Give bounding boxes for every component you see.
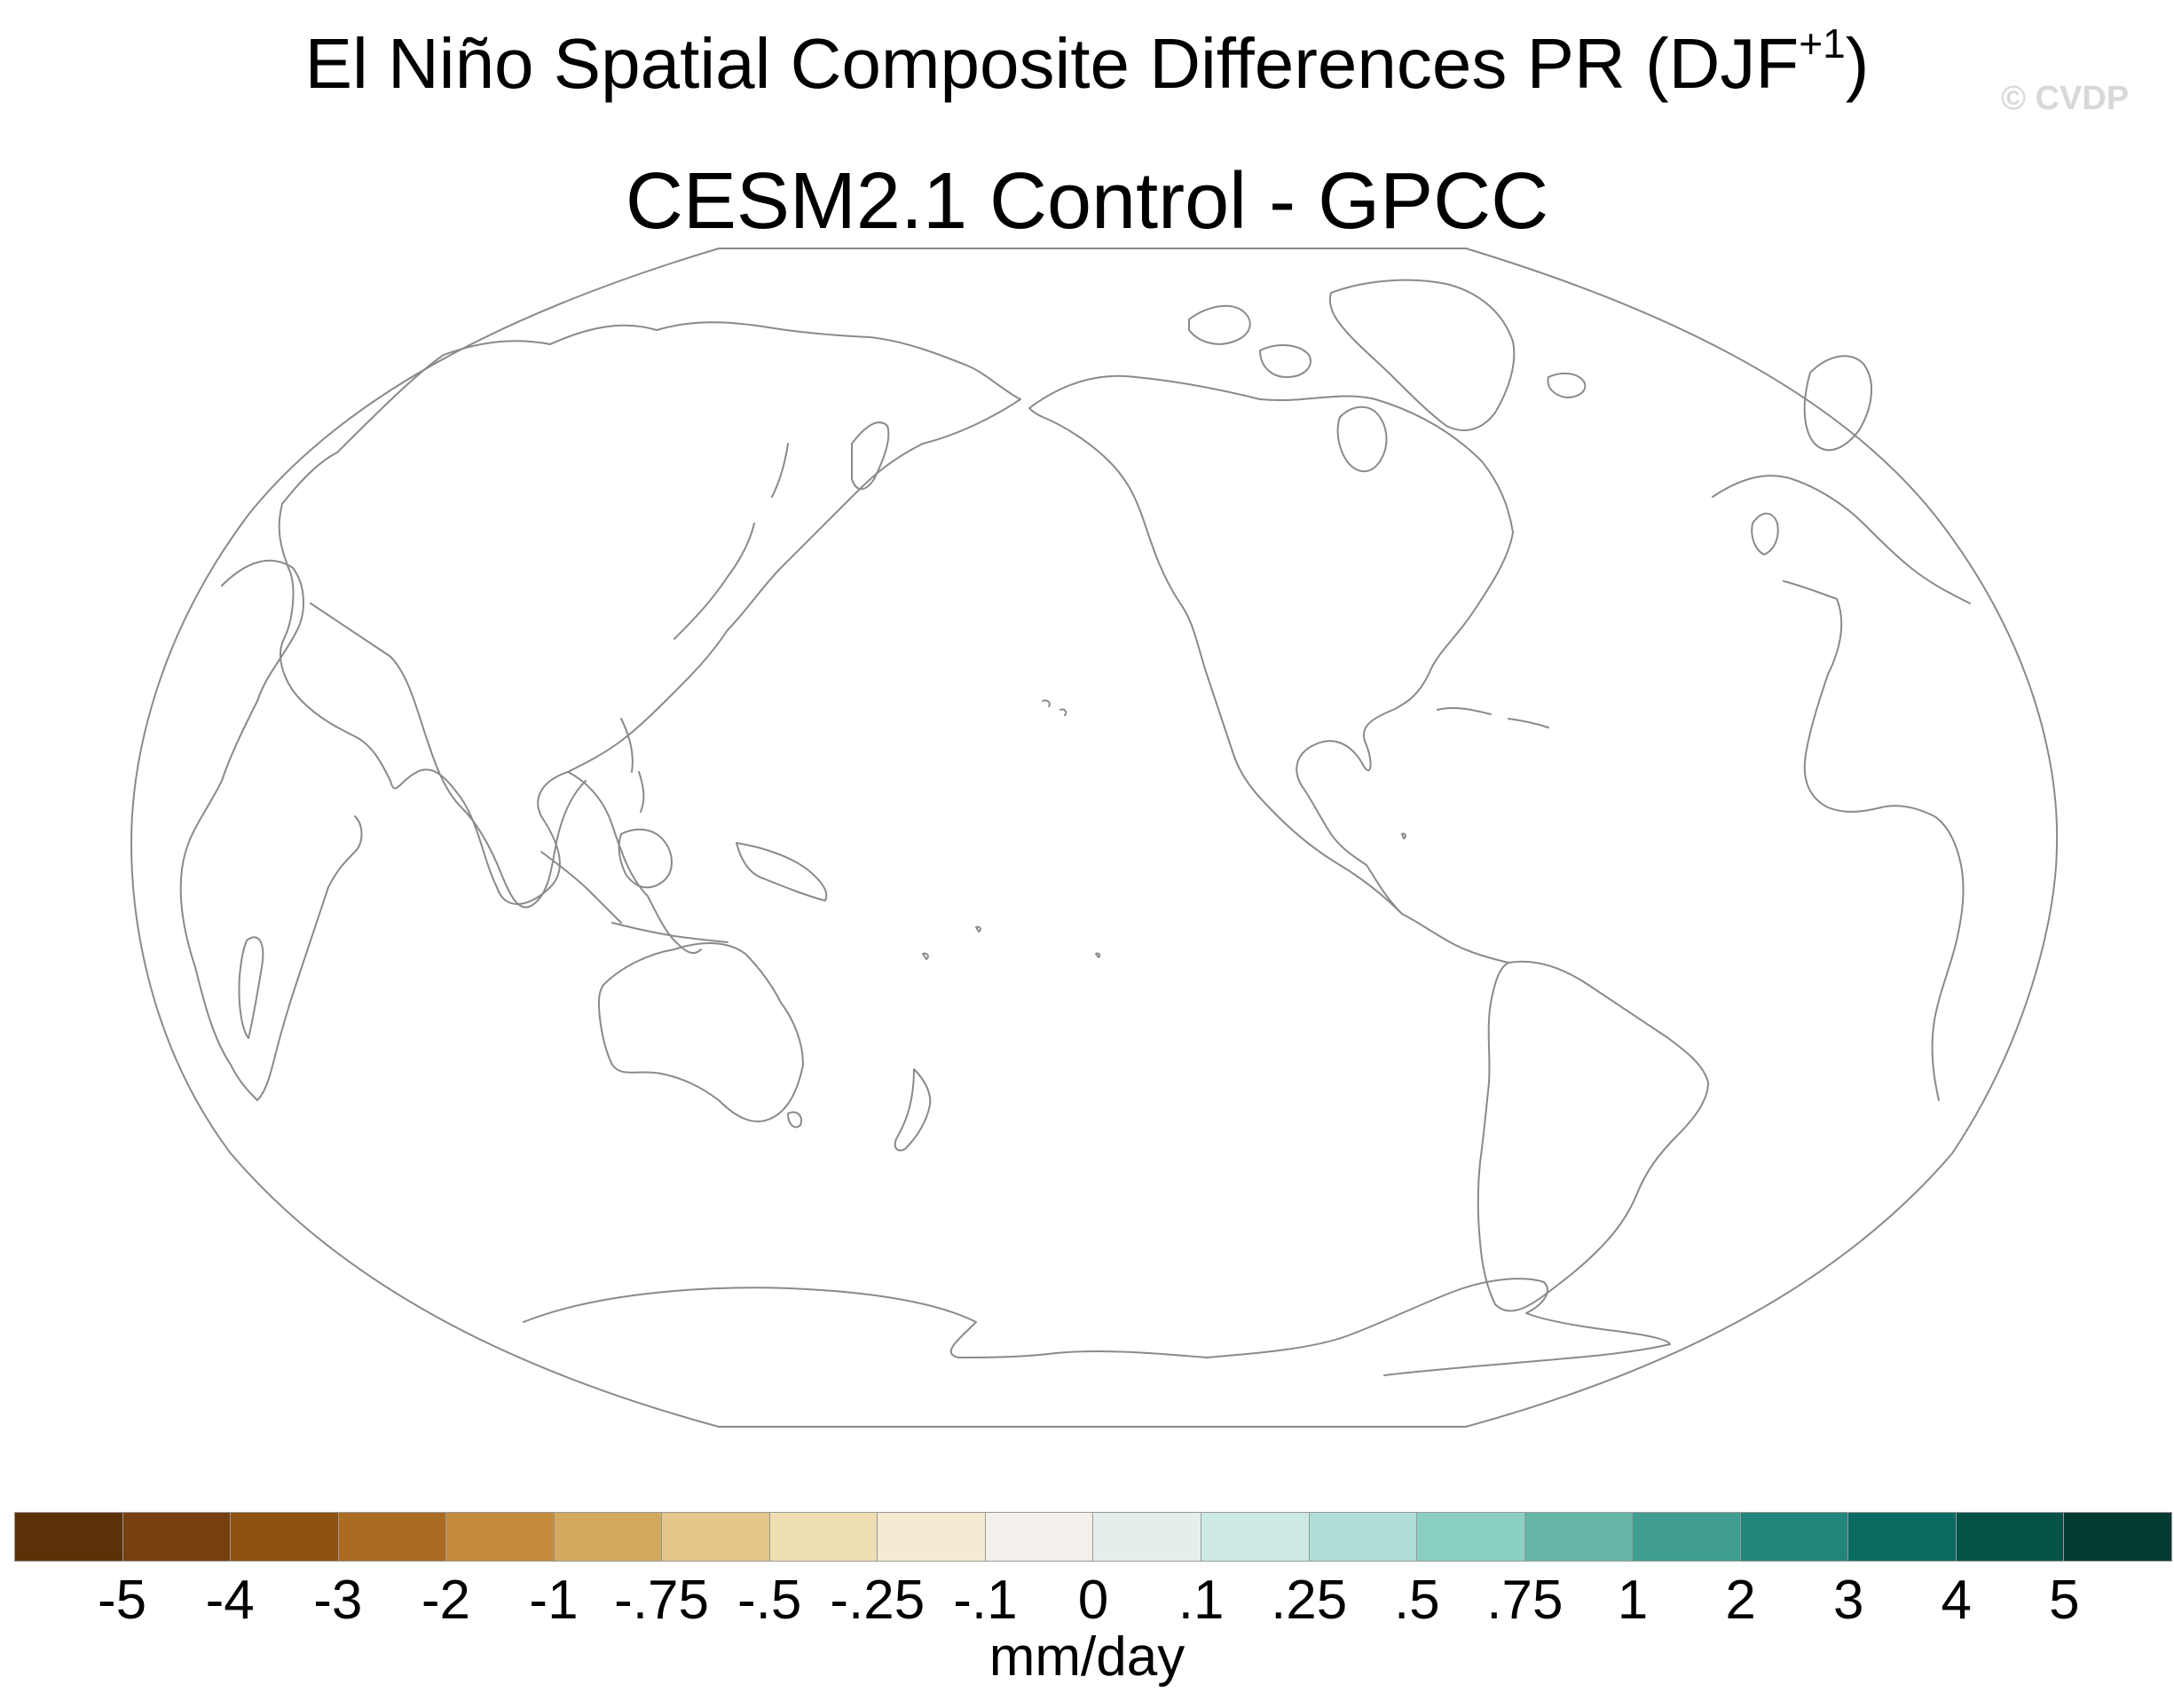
coastline-madagascar	[238, 936, 264, 1039]
colorbar-swatch	[122, 1513, 232, 1561]
colorbar-swatch	[446, 1513, 555, 1561]
coastline-borneo	[618, 828, 673, 889]
colorbar-swatch	[1309, 1513, 1418, 1561]
colorbar-tick-label: -.1	[953, 1570, 1018, 1631]
figure-title-text: El Niño Spatial Composite Differences PR…	[304, 24, 1800, 103]
coastline-indochina	[567, 771, 702, 955]
coastline-philippines	[620, 718, 645, 813]
coastline-central-america	[1401, 913, 1509, 964]
colorbar-tick-label: 5	[2049, 1570, 2080, 1631]
colorbar-tick-label: -3	[313, 1570, 363, 1631]
coastline-antarctica	[523, 1278, 1671, 1376]
colorbar-tick-label: 3	[1832, 1570, 1864, 1631]
coastline-new-zealand	[894, 1068, 932, 1152]
colorbar-swatch	[15, 1513, 123, 1561]
figure-title: El Niño Spatial Composite Differences PR…	[0, 20, 2174, 108]
colorbar-tick-label: -.25	[830, 1570, 926, 1631]
coastline-java	[611, 922, 729, 943]
coastline-pacific-islands	[922, 832, 1406, 960]
colorbar-swatch	[985, 1513, 1094, 1561]
colorbar-swatch	[1740, 1513, 1849, 1561]
coastline-caribbean	[1437, 706, 1549, 728]
colorbar-tick-label: 0	[1077, 1570, 1109, 1631]
colorbar-tick-label: .75	[1486, 1570, 1564, 1631]
colorbar-swatch	[1524, 1513, 1634, 1561]
colorbar-tick-label: 2	[1725, 1570, 1756, 1631]
colorbar-tick-label: 1	[1617, 1570, 1649, 1631]
coastline-tasmania	[787, 1111, 802, 1129]
colorbar-tick-labels: -5 -4 -3 -2 -1 -.75 -.5 -.25 -.1 0 .1 .25 .5 .75 1 2 3 4 5	[0, 1569, 2174, 1640]
copyright-watermark: © CVDP	[2001, 80, 2130, 117]
figure-title-close: )	[1845, 24, 1870, 103]
colorbar-swatch	[1417, 1513, 1525, 1561]
colorbar-swatch	[1848, 1513, 1957, 1561]
coastline-iceland	[1547, 372, 1587, 398]
coastline-greenland	[1328, 279, 1516, 431]
colorbar-tick-label: -2	[421, 1570, 470, 1631]
colorbar-swatch	[2064, 1513, 2171, 1561]
coastline-arctic-islands	[1188, 304, 1311, 378]
coastline-sumatra	[540, 851, 622, 924]
coastline-south-asia	[310, 602, 587, 909]
colorbar-swatch	[878, 1513, 986, 1561]
coastline-hudson-bay	[1336, 405, 1388, 473]
colorbar-units: mm/day	[989, 1626, 1185, 1688]
colorbar-tick-label: -4	[205, 1570, 255, 1631]
colorbar-tick-label: -5	[98, 1570, 147, 1631]
colorbar-tick-label: -.75	[614, 1570, 710, 1631]
colorbar-tick-label: .1	[1178, 1570, 1225, 1631]
coastline-japan	[673, 443, 789, 640]
coastline-kamchatka	[851, 421, 890, 491]
colorbar-swatch	[338, 1513, 447, 1561]
coastline-british-isles	[1751, 512, 1779, 555]
colorbar-swatch	[1093, 1513, 1202, 1561]
coastline-europe	[1712, 475, 1971, 604]
colorbar-swatch	[554, 1513, 663, 1561]
colorbar-swatch	[769, 1513, 878, 1561]
colorbar-tick-label: -1	[529, 1570, 579, 1631]
figure-title-superscript: +1	[1799, 20, 1846, 67]
colorbar-swatch	[662, 1513, 770, 1561]
colorbar-swatch	[1633, 1513, 1741, 1561]
colorbar-swatch	[1956, 1513, 2065, 1561]
colorbar-tick-label: .25	[1271, 1570, 1348, 1631]
coastline-new-guinea	[736, 842, 828, 901]
coastline-north-america	[1028, 374, 1514, 915]
colorbar-tick-label: .5	[1393, 1570, 1440, 1631]
coastline-scandinavia	[1803, 355, 1873, 452]
map-boundary	[130, 248, 2059, 1428]
colorbar-tick-label: 4	[1941, 1570, 1973, 1631]
world-map	[130, 248, 2059, 1428]
colorbar-swatch	[231, 1513, 339, 1561]
colorbar-tick-label: -.5	[737, 1570, 802, 1631]
coastline-australia	[598, 942, 804, 1122]
coastline-west-africa	[1783, 580, 1965, 1101]
coastline-africa	[179, 559, 363, 1101]
figure-subtitle: CESM2.1 Control - GPCC	[625, 157, 1549, 246]
coastline-south-america	[1477, 960, 1709, 1312]
colorbar-swatch	[1201, 1513, 1310, 1561]
coastline-asia	[278, 321, 1021, 905]
coastline-hawaii	[1042, 699, 1067, 716]
colorbar	[14, 1512, 2172, 1562]
